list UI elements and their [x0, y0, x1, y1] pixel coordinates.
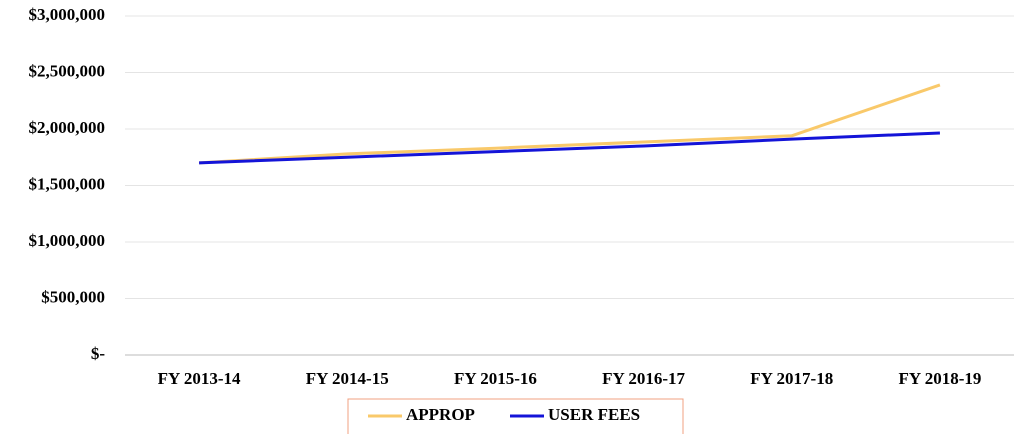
y-tick-label: $-: [91, 344, 106, 363]
series-line: [198, 83, 941, 165]
series-line: [199, 131, 940, 165]
y-tick-label: $500,000: [41, 287, 105, 306]
x-tick-label: FY 2014-15: [306, 369, 389, 388]
x-tick-label: FY 2015-16: [454, 369, 537, 388]
legend-label: USER FEES: [548, 405, 640, 424]
x-tick-label: FY 2013-14: [158, 369, 241, 388]
y-tick-label: $2,000,000: [29, 118, 106, 137]
y-tick-label: $1,500,000: [29, 174, 106, 193]
x-tick-label: FY 2017-18: [750, 369, 833, 388]
x-tick-label: FY 2018-19: [898, 369, 981, 388]
y-tick-label: $2,500,000: [29, 61, 106, 80]
y-tick-label: $3,000,000: [29, 5, 106, 24]
legend-label: APPROP: [406, 405, 475, 424]
y-tick-label: $1,000,000: [29, 231, 106, 250]
x-tick-label: FY 2016-17: [602, 369, 685, 388]
